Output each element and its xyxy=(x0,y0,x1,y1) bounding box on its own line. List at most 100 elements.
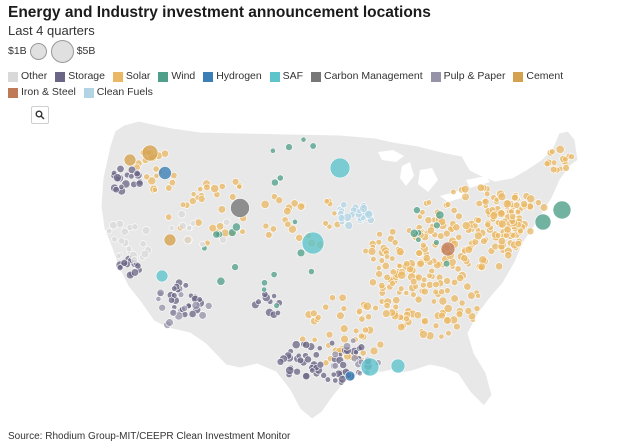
investment-dot-large[interactable] xyxy=(390,358,406,374)
investment-dot[interactable] xyxy=(199,241,206,248)
investment-dot[interactable] xyxy=(438,288,446,296)
investment-dot[interactable] xyxy=(460,184,470,194)
investment-dot[interactable] xyxy=(120,259,129,267)
legend-item-carbon-management[interactable]: Carbon Management xyxy=(310,70,423,84)
investment-dot[interactable] xyxy=(534,199,542,207)
legend-item-storage[interactable]: Storage xyxy=(55,70,105,84)
investment-dot[interactable] xyxy=(369,346,379,356)
investment-dot[interactable] xyxy=(367,247,377,256)
investment-dot[interactable] xyxy=(140,249,150,259)
investment-dot[interactable] xyxy=(396,262,403,270)
investment-dot[interactable] xyxy=(504,251,513,260)
investment-dot[interactable] xyxy=(331,362,339,370)
investment-dot[interactable] xyxy=(403,260,411,268)
investment-dot[interactable] xyxy=(356,370,363,377)
investment-dot[interactable] xyxy=(403,290,410,296)
investment-dot[interactable] xyxy=(293,367,301,376)
investment-dot[interactable] xyxy=(375,270,383,278)
investment-dot[interactable] xyxy=(526,194,536,204)
investment-dot[interactable] xyxy=(358,332,365,340)
investment-dot[interactable] xyxy=(151,186,158,193)
investment-dot[interactable] xyxy=(344,221,354,230)
legend-item-iron-steel[interactable]: Iron & Steel xyxy=(8,86,76,100)
investment-dot[interactable] xyxy=(332,377,339,384)
investment-dot[interactable] xyxy=(349,337,357,344)
investment-dot[interactable] xyxy=(284,220,292,228)
investment-dot[interactable] xyxy=(409,277,418,286)
legend-item-wind[interactable]: Wind xyxy=(158,70,195,84)
investment-dot[interactable] xyxy=(338,293,347,302)
investment-dot[interactable] xyxy=(550,159,558,166)
investment-dot-large[interactable] xyxy=(534,213,552,231)
investment-dot[interactable] xyxy=(420,276,428,283)
investment-dot[interactable] xyxy=(118,237,126,245)
investment-dot[interactable] xyxy=(484,190,491,198)
investment-dot[interactable] xyxy=(178,222,187,230)
investment-dot[interactable] xyxy=(177,210,186,219)
investment-dot[interactable] xyxy=(461,192,470,202)
investment-dot[interactable] xyxy=(392,296,401,305)
investment-dot[interactable] xyxy=(168,296,175,304)
investment-dot[interactable] xyxy=(368,278,377,287)
investment-dot[interactable] xyxy=(513,201,521,209)
investment-dot[interactable] xyxy=(450,294,459,303)
investment-dot[interactable] xyxy=(218,182,226,190)
investment-dot[interactable] xyxy=(382,309,391,318)
investment-dot[interactable] xyxy=(562,164,570,172)
investment-dot[interactable] xyxy=(365,313,372,321)
investment-dot[interactable] xyxy=(270,271,278,279)
investment-dot[interactable] xyxy=(336,311,345,320)
investment-dot[interactable] xyxy=(397,270,407,280)
investment-dot-large[interactable] xyxy=(141,144,159,162)
investment-dot[interactable] xyxy=(442,229,451,238)
investment-dot[interactable] xyxy=(262,222,270,230)
investment-dot[interactable] xyxy=(271,293,278,299)
investment-dot[interactable] xyxy=(311,336,318,343)
legend-item-other[interactable]: Other xyxy=(8,70,47,84)
investment-dot[interactable] xyxy=(455,310,464,319)
investment-dot[interactable] xyxy=(197,186,204,193)
investment-dot[interactable] xyxy=(511,193,519,202)
investment-dot[interactable] xyxy=(432,280,440,289)
investment-dot[interactable] xyxy=(275,196,284,205)
investment-dot[interactable] xyxy=(331,210,338,217)
investment-dot[interactable] xyxy=(168,178,177,187)
investment-dot[interactable] xyxy=(463,282,472,291)
investment-dot-large[interactable] xyxy=(360,357,380,377)
investment-dot[interactable] xyxy=(208,223,217,233)
investment-dot[interactable] xyxy=(414,295,423,304)
investment-dot[interactable] xyxy=(340,201,348,209)
investment-dot[interactable] xyxy=(378,281,386,290)
investment-dot[interactable] xyxy=(118,183,125,190)
investment-dot[interactable] xyxy=(376,230,383,238)
investment-dot[interactable] xyxy=(273,302,280,309)
investment-dot[interactable] xyxy=(223,218,231,226)
investment-dot[interactable] xyxy=(269,225,277,233)
investment-dot[interactable] xyxy=(337,214,346,222)
investment-dot[interactable] xyxy=(116,164,125,173)
investment-dot[interactable] xyxy=(161,149,169,158)
investment-dot[interactable] xyxy=(309,142,317,150)
investment-dot[interactable] xyxy=(496,209,506,218)
investment-dot[interactable] xyxy=(147,176,157,186)
investment-dot[interactable] xyxy=(320,372,328,379)
investment-dot[interactable] xyxy=(296,202,306,211)
investment-dot[interactable] xyxy=(555,144,565,154)
investment-dot[interactable] xyxy=(143,173,151,181)
investment-dot[interactable] xyxy=(476,183,485,192)
investment-dot[interactable] xyxy=(325,330,334,339)
investment-dot[interactable] xyxy=(370,256,377,263)
investment-dot[interactable] xyxy=(152,165,160,173)
investment-dot[interactable] xyxy=(340,334,349,344)
investment-dot[interactable] xyxy=(389,268,397,276)
investment-dot[interactable] xyxy=(116,264,124,271)
investment-dot[interactable] xyxy=(477,262,486,271)
investment-dot[interactable] xyxy=(191,300,201,310)
investment-dot[interactable] xyxy=(415,236,422,243)
investment-dot[interactable] xyxy=(292,218,298,225)
investment-dot[interactable] xyxy=(458,299,466,307)
investment-dot[interactable] xyxy=(355,307,364,315)
investment-dot[interactable] xyxy=(339,361,348,369)
investment-dot[interactable] xyxy=(475,292,482,299)
investment-dot[interactable] xyxy=(435,210,445,220)
